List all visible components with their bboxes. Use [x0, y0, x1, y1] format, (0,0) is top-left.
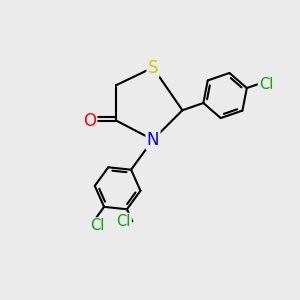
Text: Cl: Cl: [116, 214, 131, 229]
Text: Cl: Cl: [259, 77, 273, 92]
Text: O: O: [83, 112, 96, 130]
Text: S: S: [148, 58, 158, 76]
Text: N: N: [147, 131, 159, 149]
Text: Cl: Cl: [91, 218, 105, 233]
